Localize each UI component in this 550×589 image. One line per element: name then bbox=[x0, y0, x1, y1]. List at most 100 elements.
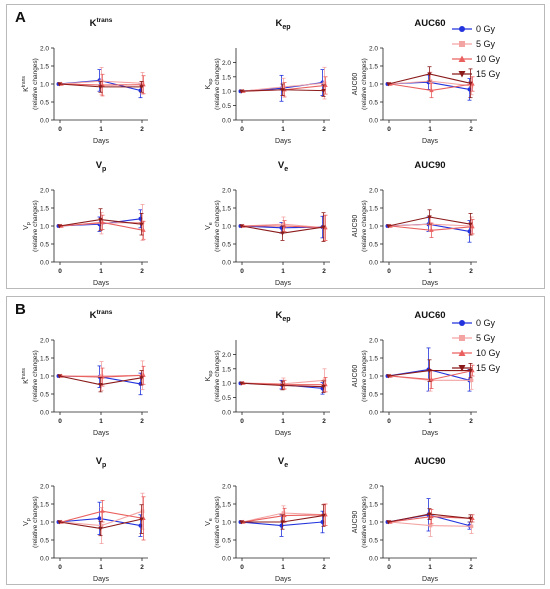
legend-label: 15 Gy bbox=[476, 363, 501, 373]
data-point bbox=[280, 520, 285, 525]
y-axis-label-extra: (relative changes) bbox=[361, 496, 368, 548]
x-tick-label: 1 bbox=[428, 564, 432, 571]
data-point bbox=[428, 523, 433, 528]
x-axis-label: Days bbox=[93, 576, 109, 583]
y-axis-label-extra: (relative changes) bbox=[32, 58, 39, 110]
x-tick-label: 1 bbox=[428, 418, 432, 425]
y-axis-label: AUC60 bbox=[352, 73, 359, 96]
chart-title: AUC90 bbox=[414, 160, 445, 171]
y-tick-label: 2.0 bbox=[369, 484, 378, 491]
y-axis-label-main: V bbox=[23, 225, 30, 230]
x-tick-label: 0 bbox=[387, 418, 391, 425]
x-axis-label: Days bbox=[93, 280, 109, 287]
legend: 0 Gy 5 Gy 10 Gy 15 Gy bbox=[452, 22, 537, 82]
x-tick-label: 2 bbox=[469, 126, 473, 133]
legend-item: 15 Gy bbox=[452, 361, 537, 376]
y-tick-label: 0.5 bbox=[40, 100, 49, 107]
y-axis-label-extra: (relative changes) bbox=[32, 496, 39, 548]
series-0-gy bbox=[238, 69, 325, 102]
x-tick-label: 1 bbox=[281, 268, 285, 275]
x-axis-label: Days bbox=[275, 138, 291, 145]
x-tick-label: 1 bbox=[281, 126, 285, 133]
series-15-gy bbox=[386, 508, 473, 525]
y-tick-label: 0.0 bbox=[40, 260, 49, 267]
y-tick-label: 1.5 bbox=[40, 64, 49, 71]
x-tick-label: 0 bbox=[387, 126, 391, 133]
y-tick-label: 1.5 bbox=[222, 366, 231, 373]
y-tick-label: 0.5 bbox=[40, 538, 49, 545]
x-tick-label: 0 bbox=[58, 564, 62, 571]
y-axis-label-main: V bbox=[205, 225, 212, 230]
legend-label: 5 Gy bbox=[476, 333, 496, 343]
y-axis-label-main: K bbox=[23, 87, 30, 92]
series-15-gy bbox=[57, 81, 144, 93]
y-tick-label: 2.0 bbox=[369, 338, 378, 345]
y-tick-label: 0.0 bbox=[369, 556, 378, 563]
series-15-gy bbox=[57, 370, 144, 393]
y-axis-label-extra: (relative changes) bbox=[361, 350, 368, 402]
y-tick-label: 0.5 bbox=[40, 392, 49, 399]
series-10-gy bbox=[388, 219, 475, 238]
y-tick-label: 0.0 bbox=[222, 410, 231, 417]
chart-title: Kep bbox=[275, 310, 290, 323]
legend-item: 10 Gy bbox=[452, 346, 537, 361]
data-point bbox=[100, 220, 105, 224]
chart-title-main: K bbox=[90, 310, 97, 321]
data-point bbox=[139, 222, 144, 227]
chart-title: AUC60 bbox=[414, 18, 445, 29]
data-point bbox=[280, 88, 285, 93]
figure-panel-a: A bbox=[6, 4, 545, 289]
y-axis-label-subscript: p bbox=[26, 518, 32, 521]
y-tick-label: 1.5 bbox=[222, 206, 231, 213]
y-axis-label-extra: (relative changes) bbox=[32, 350, 39, 402]
legend-marker-triangle bbox=[452, 349, 472, 356]
y-tick-label: 1.5 bbox=[40, 356, 49, 363]
chart-title: Ktrans bbox=[90, 309, 113, 321]
legend: 0 Gy 5 Gy 10 Gy 15 Gy bbox=[452, 316, 537, 376]
y-axis-label: AUC90 bbox=[352, 511, 359, 534]
y-axis-label: Ktrans bbox=[21, 76, 30, 92]
data-point bbox=[386, 520, 391, 525]
data-point bbox=[468, 516, 473, 521]
y-axis-label-main: K bbox=[205, 376, 212, 381]
series-10-gy bbox=[59, 214, 146, 240]
series-15-gy bbox=[386, 359, 473, 382]
y-tick-label: 0.5 bbox=[222, 242, 231, 249]
chart-title-main: V bbox=[278, 456, 285, 467]
data-point bbox=[427, 512, 432, 517]
series-15-gy bbox=[386, 209, 473, 236]
y-tick-label: 0.5 bbox=[222, 103, 231, 110]
chart-title: Kep bbox=[275, 18, 290, 31]
x-tick-label: 1 bbox=[99, 418, 103, 425]
data-point bbox=[321, 89, 326, 94]
legend-item: 15 Gy bbox=[452, 67, 537, 82]
chart-title-subscript: ep bbox=[282, 316, 290, 323]
y-tick-label: 0.5 bbox=[369, 100, 378, 107]
x-tick-label: 2 bbox=[140, 564, 144, 571]
data-point bbox=[386, 374, 391, 379]
x-tick-label: 0 bbox=[240, 268, 244, 275]
x-tick-label: 1 bbox=[99, 268, 103, 275]
y-tick-label: 0.5 bbox=[369, 392, 378, 399]
y-axis-label-subscript: p bbox=[26, 222, 32, 225]
chart-title-main: V bbox=[96, 160, 103, 171]
y-axis-label-main: AUC60 bbox=[352, 73, 359, 96]
x-axis-label: Days bbox=[93, 138, 109, 145]
data-point bbox=[139, 376, 144, 381]
chart-title: Ktrans bbox=[90, 17, 113, 29]
y-tick-label: 0.5 bbox=[369, 242, 378, 249]
y-axis-label-extra: (relative changes) bbox=[214, 200, 221, 252]
chart-title-main: AUC60 bbox=[414, 18, 445, 29]
chart-title: Ve bbox=[278, 160, 288, 173]
y-tick-label: 1.0 bbox=[369, 224, 378, 231]
chart-title-main: AUC90 bbox=[414, 456, 445, 467]
panel-label: B bbox=[15, 301, 26, 318]
data-point bbox=[469, 524, 474, 529]
x-axis-label: Days bbox=[275, 280, 291, 287]
y-tick-label: 1.5 bbox=[40, 502, 49, 509]
y-tick-label: 1.0 bbox=[40, 374, 49, 381]
